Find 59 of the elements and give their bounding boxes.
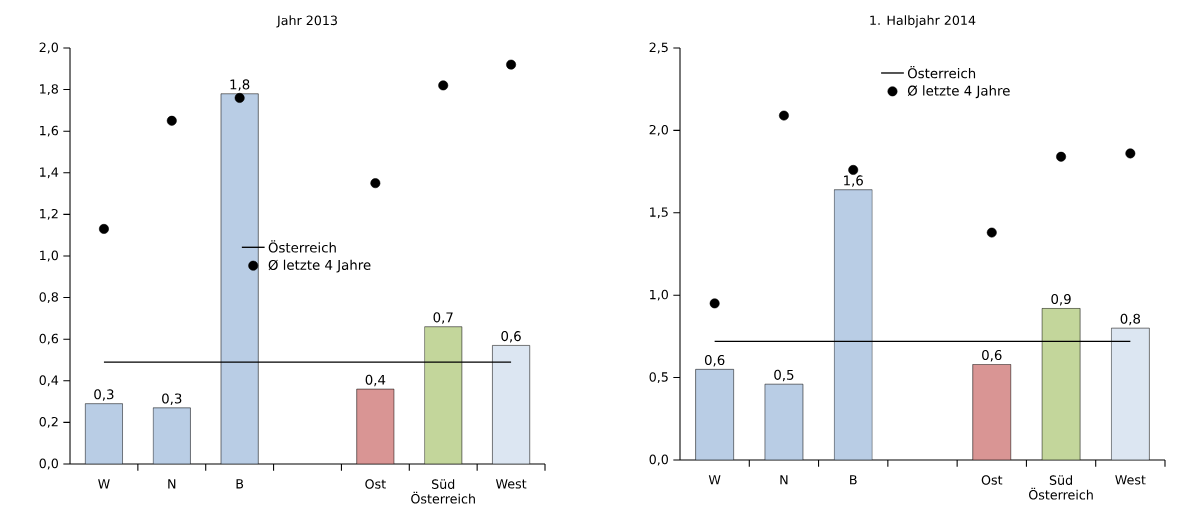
x-tick-label: B xyxy=(850,475,857,485)
y-tick-label: 0,8 xyxy=(39,292,58,304)
chart-title: Jahr 2013 xyxy=(276,15,337,28)
point xyxy=(986,227,997,238)
data-label: 0,5 xyxy=(774,369,794,382)
data-label: 0,7 xyxy=(433,312,453,324)
y-tick-label: 2,0 xyxy=(39,42,59,54)
y-tick-label: 1,0 xyxy=(650,289,668,301)
x-tick-label: Süd Österreich xyxy=(411,479,475,504)
x-tick-label: W xyxy=(98,479,110,489)
y-tick-label: 1,8 xyxy=(40,84,58,96)
point xyxy=(848,165,859,175)
point xyxy=(709,298,720,309)
point xyxy=(370,178,381,189)
point xyxy=(778,110,789,121)
y-tick-label: 0,0 xyxy=(39,458,59,470)
chart-title: 1. Halbjahr 2014 xyxy=(870,15,976,28)
x-tick-label: N xyxy=(168,479,176,489)
point xyxy=(1125,148,1136,159)
data-label: 0,4 xyxy=(365,374,386,387)
point xyxy=(1056,151,1066,162)
legend-label: Ø letzte 4 Jahre xyxy=(268,259,371,273)
point xyxy=(99,224,109,234)
y-tick-label: 2,0 xyxy=(649,124,668,136)
y-tick-label: 1,2 xyxy=(40,208,58,220)
data-label: 1,6 xyxy=(844,175,863,187)
data-label: 0,9 xyxy=(1051,293,1071,306)
y-tick-label: 0,5 xyxy=(649,372,668,384)
data-label: 0,6 xyxy=(982,350,1002,362)
point xyxy=(438,80,449,91)
x-tick-label: N xyxy=(780,475,788,485)
point xyxy=(166,115,177,126)
y-tick-label: 0,0 xyxy=(649,454,668,466)
legend-label: Österreich xyxy=(268,240,336,253)
y-tick-label: 1,4 xyxy=(40,167,59,179)
y-tick-label: 1,6 xyxy=(40,125,59,137)
point xyxy=(506,59,517,70)
y-tick-label: 1,5 xyxy=(650,207,668,219)
data-label: 0,3 xyxy=(162,393,182,405)
x-tick-label: W xyxy=(708,475,721,485)
x-tick-label: B xyxy=(236,479,244,489)
data-label: 0,6 xyxy=(704,354,725,367)
x-tick-label: West xyxy=(1115,475,1146,485)
legend-label: Ø letzte 4 Jahre xyxy=(907,85,1010,99)
x-tick-label: Ost xyxy=(981,475,1003,485)
y-tick-label: 0,2 xyxy=(39,416,58,428)
data-label: 0,8 xyxy=(1120,313,1141,326)
legend-label: Österreich xyxy=(907,65,976,79)
data-label: 0,3 xyxy=(94,389,114,401)
data-label: 0,6 xyxy=(501,331,521,343)
data-label: 1,8 xyxy=(230,79,250,91)
point xyxy=(234,92,245,103)
y-tick-label: 0,4 xyxy=(39,375,59,387)
y-tick-label: 2,5 xyxy=(649,42,668,54)
y-tick-label: 0,6 xyxy=(39,333,59,345)
y-tick-label: 1,0 xyxy=(40,250,59,262)
x-tick-label: Süd Österreich xyxy=(1029,475,1093,500)
x-tick-label: West xyxy=(495,479,527,489)
x-tick-label: Ost xyxy=(365,479,386,489)
